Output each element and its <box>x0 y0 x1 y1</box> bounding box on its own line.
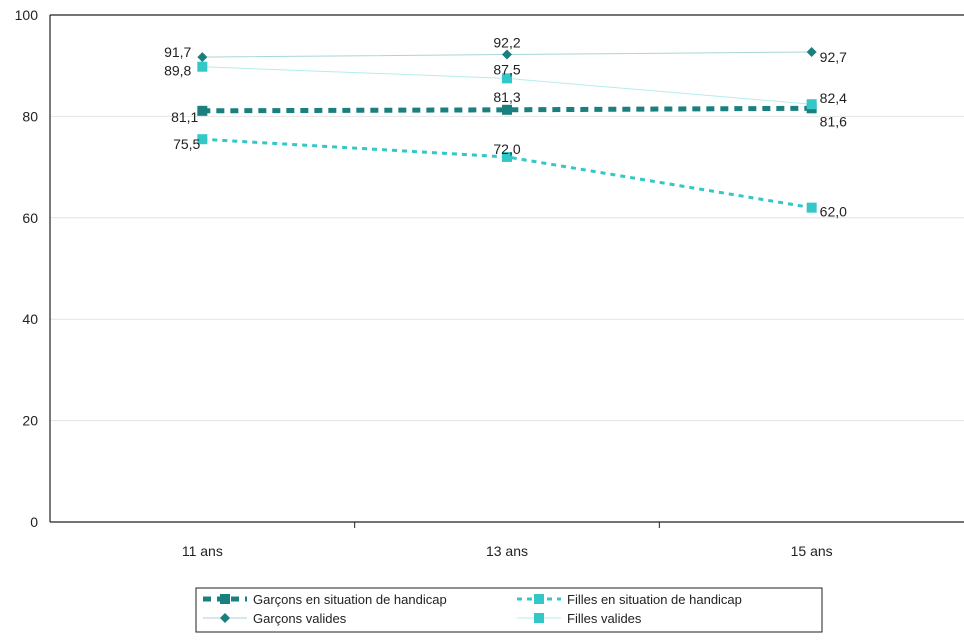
y-tick-label: 0 <box>30 514 38 530</box>
data-label: 81,6 <box>820 113 847 129</box>
x-tick-label: 11 ans <box>182 543 223 559</box>
y-axis-ticks: 0 20 40 60 80 100 <box>15 7 39 530</box>
x-axis-ticks: 11 ans 13 ans 15 ans <box>182 522 833 559</box>
legend-marker-filles-valides <box>534 613 544 623</box>
data-label: 81,1 <box>171 109 198 125</box>
legend-label-garcons-en-situation-de-handicap: Garçons en situation de handicap <box>253 592 447 607</box>
garcons-en-situation-de-handicap-line <box>202 105 812 114</box>
filles-en-situation-de-handicap-point <box>806 202 817 213</box>
garcons-valides-point <box>197 52 208 63</box>
legend-marker-garcons-valides <box>220 613 230 623</box>
legend-marker-filles-en-situation-de-handicap <box>534 594 544 604</box>
x-tick-label: 15 ans <box>791 543 833 559</box>
filles-valides-point <box>197 61 208 72</box>
legend-label-garcons-valides: Garçons valides <box>253 611 347 626</box>
legend-box <box>195 587 823 633</box>
data-label: 91,7 <box>164 44 191 60</box>
data-label: 87,5 <box>493 61 520 77</box>
y-tick-label: 60 <box>22 210 38 226</box>
filles-en-situation-de-handicap-point <box>502 151 512 162</box>
garcons-en-situation-de-handicap-point <box>197 105 208 116</box>
legend-label-filles-en-situation-de-handicap: Filles en situation de handicap <box>567 592 742 607</box>
x-tick-label: 13 ans <box>486 543 528 559</box>
filles-valides-point <box>502 73 512 84</box>
garcons-en-situation-de-handicap-point <box>502 104 512 115</box>
filles-en-situation-de-handicap-line <box>202 137 812 210</box>
filles-valides-point <box>806 99 817 110</box>
y-tick-label: 20 <box>22 413 38 429</box>
legend: Garçons en situation de handicap Filles e… <box>195 587 823 633</box>
data-label: 89,8 <box>164 63 191 79</box>
y-tick-label: 40 <box>22 311 38 327</box>
data-labels: 81,1 81,3 81,6 75,5 72,0 62,0 91,7 92,2 92,7 89,8… <box>164 35 847 220</box>
legend-label-filles-valides: Filles valides <box>567 611 642 626</box>
y-tick-label: 100 <box>15 7 39 23</box>
data-label: 82,4 <box>820 90 847 106</box>
data-label: 72,0 <box>493 141 520 157</box>
garcons-valides-point <box>806 47 817 58</box>
data-label: 81,3 <box>493 89 520 105</box>
data-label: 92,7 <box>820 49 847 65</box>
data-label: 92,2 <box>493 35 520 51</box>
data-label: 62,0 <box>820 204 847 220</box>
data-label: 75,5 <box>173 136 200 152</box>
garcons-valides-point <box>502 49 512 60</box>
y-tick-label: 80 <box>22 108 38 124</box>
series-group <box>197 47 817 213</box>
axes <box>49 14 964 523</box>
filles-en-situation-de-handicap-point <box>197 134 208 145</box>
legend-marker-garcons-en-situation-de-handicap <box>220 594 230 604</box>
